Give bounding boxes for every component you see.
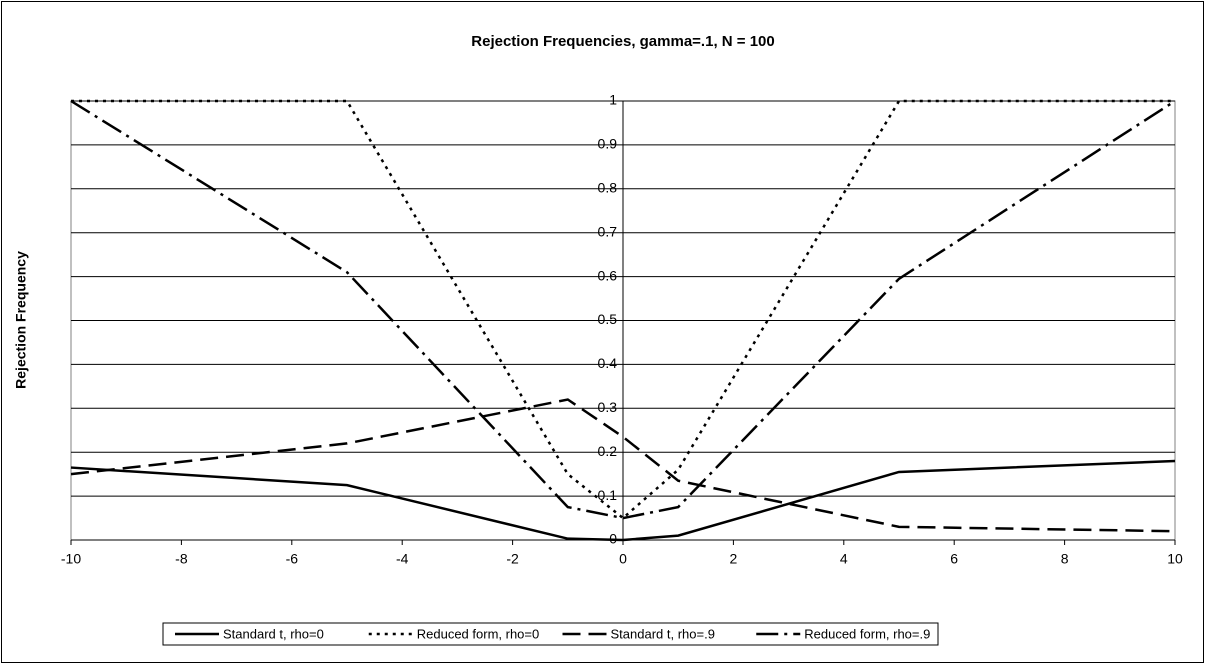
y-tick-label: 0.3	[598, 399, 618, 415]
y-tick-label: 1	[609, 92, 617, 108]
x-tick-label: 6	[950, 551, 958, 567]
series-line	[70, 398, 1176, 533]
y-tick-label: 0.8	[598, 180, 618, 196]
x-tick-label: 0	[619, 551, 627, 567]
legend-label: Reduced form, rho=.9	[804, 626, 930, 641]
x-tick-label: 2	[730, 551, 738, 567]
chart-title: Rejection Frequencies, gamma=.1, N = 100	[471, 33, 774, 50]
y-axis-label: Rejection Frequency	[13, 251, 29, 389]
legend-label: Standard t, rho=.9	[611, 626, 715, 641]
legend-label: Standard t, rho=0	[223, 626, 324, 641]
series-line	[70, 459, 1176, 542]
x-tick-label: -4	[396, 551, 409, 567]
x-tick-label: -8	[175, 551, 188, 567]
y-tick-label: 0.9	[598, 136, 618, 152]
x-tick-label: 8	[1061, 551, 1069, 567]
legend-label: Reduced form, rho=0	[417, 626, 539, 641]
y-tick-label: 0.5	[598, 311, 618, 327]
y-tick-label: 0.7	[598, 223, 618, 239]
legend-box	[162, 622, 939, 646]
y-tick-label: 0.2	[598, 443, 618, 459]
y-tick-label: 0.1	[598, 487, 618, 503]
y-tick-label: 0.4	[598, 355, 618, 371]
x-tick-label: 4	[840, 551, 848, 567]
x-tick-label: -6	[286, 551, 299, 567]
series-line	[70, 99, 1176, 520]
y-tick-label: 0.6	[598, 267, 618, 283]
x-tick-label: -10	[61, 551, 81, 567]
x-tick-label: 10	[1167, 551, 1183, 567]
x-tick-label: -2	[506, 551, 519, 567]
